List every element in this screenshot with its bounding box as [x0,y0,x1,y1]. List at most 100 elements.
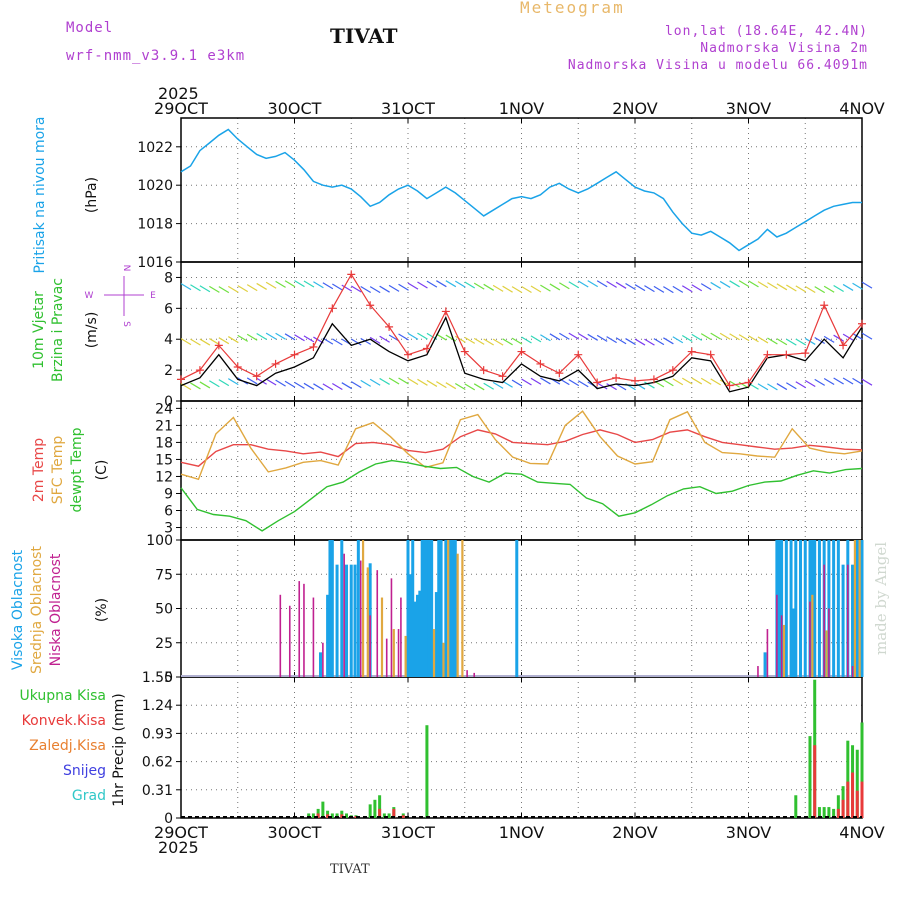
wind-arrow [767,282,778,290]
y-tick-label: 0 [164,394,173,410]
wind-arrow [634,338,646,346]
cloud-bar-high [425,540,429,677]
wind-arrow [426,280,438,288]
bottom-day-label: 4NOV [839,823,884,842]
y-tick-label: 18 [155,435,173,451]
wind-arrow [615,383,627,391]
y-tick-label: 2 [164,363,173,379]
wind-arrow [313,281,324,289]
wind-arrow [407,282,419,290]
wind-arrow [275,332,286,340]
wind-arrow [256,282,267,290]
cloud-bar-high [434,592,438,677]
wind-arrow [663,337,674,345]
y-tick-label: 12 [155,469,173,485]
cloud-bar-low [312,597,315,677]
cloud-label-high: Visoka Oblacnost [10,549,26,670]
wind-max-marker [422,344,431,353]
wind-arrow [663,379,674,387]
compass-w: W [85,291,94,301]
model-label: Model [66,20,114,36]
wind-max-marker [820,301,829,310]
wind-arrow [246,284,258,292]
wind-arrow [577,333,589,341]
wind-arrow [786,284,797,292]
wind-arrow [653,285,665,293]
compass-e: E [150,291,156,301]
wind-max-marker [214,341,223,350]
cloud-bar-mid [432,629,436,677]
cloud-bar-high [349,564,353,677]
cloud-bar-low [385,638,388,677]
cloud-bar-low [343,553,345,677]
y-tick-label: 1016 [137,255,173,271]
wind-arrow [530,285,542,293]
precip-bar-convective_late [860,781,864,818]
bottom-year: 2025 [158,838,199,857]
wind-arrow [322,383,334,391]
wind-arrow [388,284,400,292]
wind-arrow [530,335,542,343]
cloud-bar-low [766,629,769,677]
wind-arrow [653,338,665,346]
wind-arrow [303,280,315,288]
y-tick-label: 75 [155,567,173,583]
cloud-bar-mid [380,597,384,677]
wind-arrow [521,378,532,386]
precip-bar-convective_late [846,781,850,818]
wind-arrow [786,338,797,346]
wind-arrow [227,378,239,386]
precip-unit-label: 1hr Precip (mm) [111,693,127,806]
wind-arrow [823,378,835,386]
cloud-bar-low [322,642,324,677]
y-tick-label: 9 [164,486,173,502]
cloud-bar-high [803,540,807,677]
precip-bar-total [345,813,349,818]
cloud-bar-high [328,540,332,677]
precip-bar-total_late [822,807,826,818]
precip-bar-convective [326,814,330,818]
cloud-bar-high [841,564,845,677]
wind-arrow [748,280,759,288]
cloud-bar-low [390,578,393,677]
temp-label-dewpt: dewpt Temp [69,427,85,512]
wind-arrow [417,281,428,289]
cloud-bar-high [319,652,323,677]
wind-arrow [379,335,390,343]
cloud-bar-mid [447,540,450,677]
wind-max-marker [309,342,318,351]
wind-arrow [540,284,551,292]
wind-arrow [473,383,485,391]
wind-arrow [332,382,343,391]
wind-arrow [256,377,267,385]
top-day-label: 3NOV [726,99,771,118]
wind-arrow [218,379,230,387]
wind-arrow [369,336,381,344]
cloud-bar-high [780,540,784,677]
precip-bar-total [311,813,315,818]
cloud-bar-high [817,540,821,677]
wind-arrow [719,379,731,387]
wind-max-marker [782,350,791,359]
wind-arrow [729,333,740,341]
cloud-bar-high [437,540,441,677]
wind-arrow [265,332,277,340]
wind-arrow [719,332,731,340]
wind-arrow [502,380,513,388]
wind-arrow [246,377,258,385]
wind-arrow [265,378,277,386]
wind-arrow [814,336,826,345]
wind-arrow [634,382,646,390]
wind-arrow [492,381,504,389]
precip-bar-total [335,813,339,818]
wind-arrow [814,378,826,386]
wind-arrow [596,280,608,288]
bottom-day-label: 3NOV [726,823,771,842]
wind-arrow [284,380,296,388]
wind-unit-label: (m/s) [84,312,100,349]
cloud-bar-low [780,615,783,677]
cloud-bar-low [809,601,811,677]
wind-arrow [199,285,211,293]
precip-bar-convective_late [855,790,859,818]
